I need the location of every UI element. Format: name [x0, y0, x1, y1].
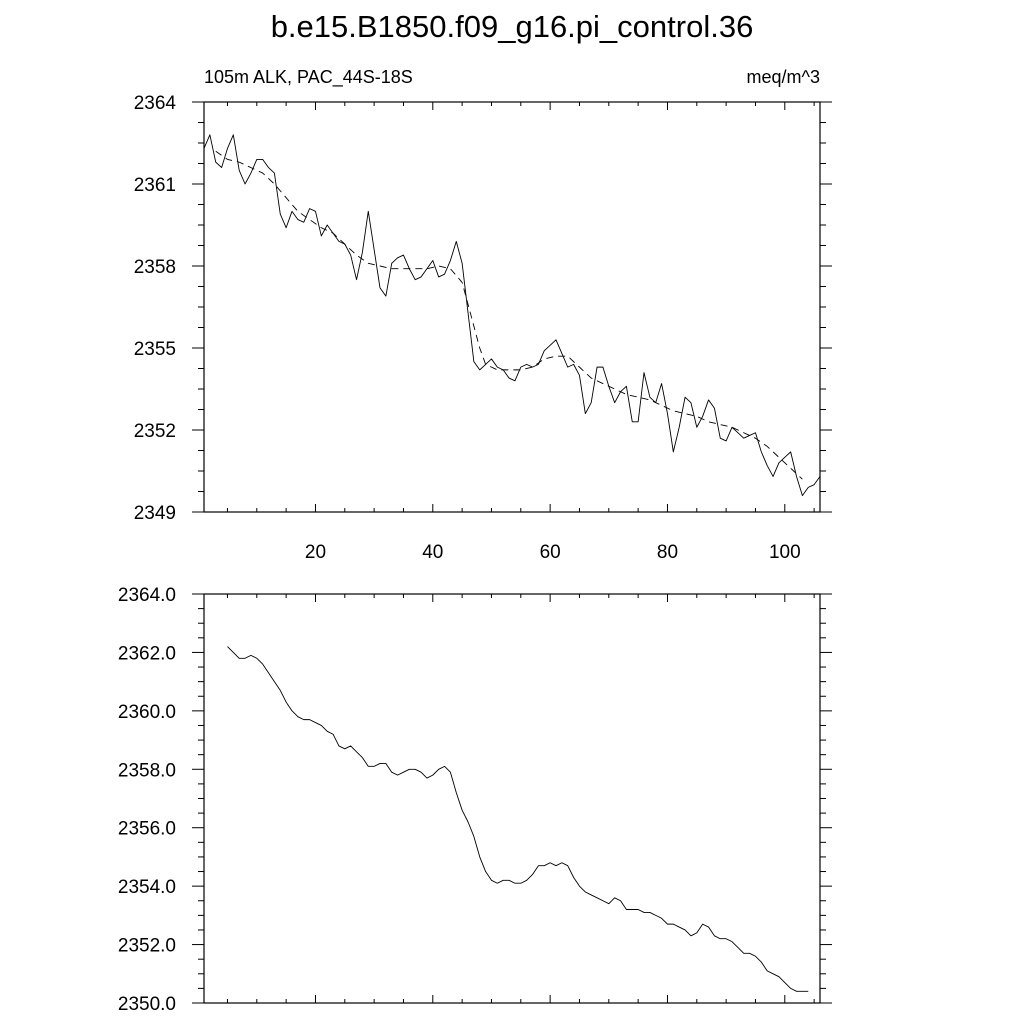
- plot-frame: [203, 593, 821, 1004]
- y-tick-label: 2362.0: [118, 643, 176, 664]
- bottom-panel: 2350.0 2352.0 2354.0 2356.0 2358.0 2360.0 2362…: [118, 585, 832, 1015]
- y-tick-label: 2361: [134, 175, 176, 196]
- top-panel: 20 40 60 80 100 2349 2352 2355 2358 2361 2364: [134, 93, 832, 563]
- y-tick-label: 2349: [134, 503, 176, 524]
- x-tick-label: 60: [540, 542, 561, 563]
- series-line: [227, 646, 809, 992]
- plot-frame: [203, 101, 821, 513]
- y-tick-label: 2360.0: [118, 702, 176, 723]
- y-tick-label: 2364.0: [118, 585, 176, 606]
- left-string: 105m ALK, PAC_44S-18S: [204, 67, 413, 88]
- y-tick-label: 2350.0: [118, 994, 176, 1015]
- figure-title: b.e15.B1850.f09_g16.pi_control.36: [271, 9, 754, 44]
- y-tick-label: 2355: [134, 339, 176, 360]
- units-string: meq/m^3: [747, 67, 820, 87]
- x-tick-label: 20: [305, 542, 326, 563]
- series-line: [203, 134, 821, 497]
- x-tick-label: 40: [422, 542, 443, 563]
- y-tick-label: 2358.0: [118, 760, 176, 781]
- smoothed-series-line: [215, 150, 803, 480]
- y-tick-label: 2354.0: [118, 877, 176, 898]
- y-tick-label: 2352.0: [118, 936, 176, 957]
- y-tick-label: 2352: [134, 421, 176, 442]
- y-tick-label: 2356.0: [118, 819, 176, 840]
- x-tick-label: 100: [769, 542, 801, 563]
- x-tick-label: 80: [657, 542, 678, 563]
- y-tick-label: 2358: [134, 257, 176, 278]
- y-tick-label: 2364: [134, 93, 177, 114]
